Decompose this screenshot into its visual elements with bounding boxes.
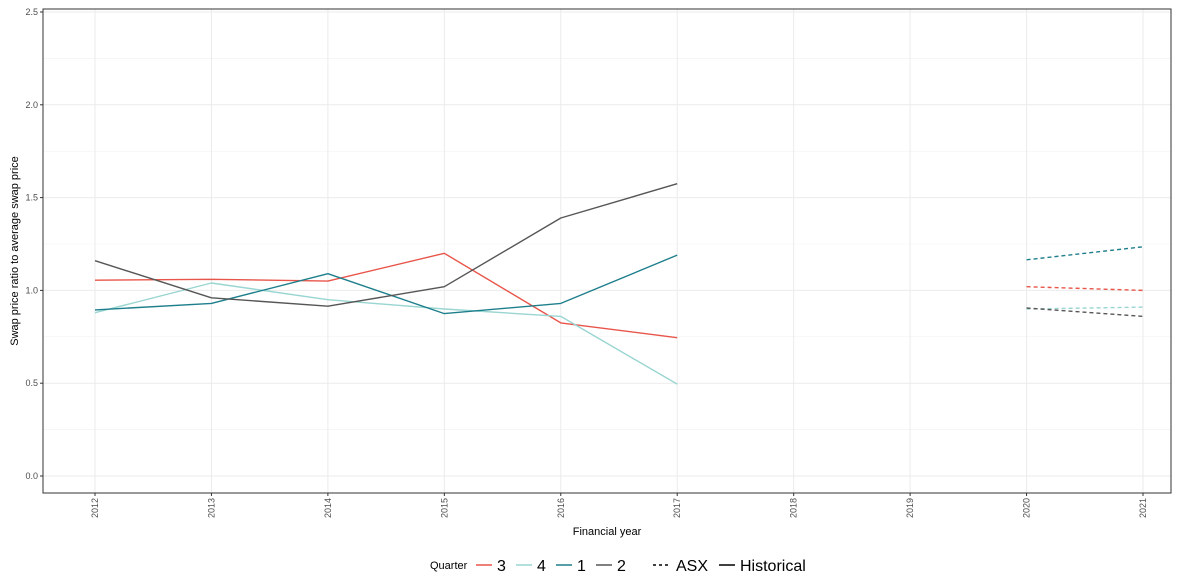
- legend-title: Quarter: [430, 560, 468, 572]
- y-tick-label: 0.5: [25, 378, 38, 388]
- minor-gridlines: [43, 58, 1171, 430]
- plot-border: [42, 8, 1172, 494]
- y-tick-label: 2.5: [25, 7, 38, 17]
- x-tick-label: 2012: [90, 498, 100, 518]
- y-tick-label: 0.0: [25, 471, 38, 481]
- legend-label-quarter-4: 4: [537, 558, 546, 575]
- legend-label-quarter-2: 2: [617, 558, 626, 575]
- x-tick-label: 2015: [439, 498, 449, 518]
- x-tick-label: 2019: [905, 498, 915, 518]
- series-line-quarter-3-historical: [94, 252, 678, 339]
- x-axis-ticks: 2012 2013 2014 2015 2016 2017 2018 2019 2020 2021: [90, 493, 1148, 518]
- series-line-quarter-3-asx: [1026, 286, 1144, 292]
- legend-label-quarter-1: 1: [577, 558, 586, 575]
- series-line-quarter-4-historical: [94, 282, 678, 385]
- y-axis-ticks: 0.0 0.5 1.0 1.5 2.0 2.5: [25, 7, 43, 481]
- series-line-quarter-2-asx: [1026, 307, 1144, 318]
- y-tick-label: 2.0: [25, 100, 38, 110]
- y-tick-label: 1.0: [25, 285, 38, 295]
- x-tick-label: 2014: [323, 498, 333, 518]
- x-tick-label: 2013: [206, 498, 216, 518]
- major-gridlines: [43, 9, 1171, 493]
- x-tick-label: 2020: [1022, 498, 1032, 518]
- y-tick-label: 1.5: [25, 193, 38, 203]
- legend: Quarter 3 4 1 2 ASX Historical: [430, 558, 806, 575]
- x-tick-label: 2016: [556, 498, 566, 518]
- series-line-quarter-1-asx: [1026, 246, 1144, 261]
- x-tick-label: 2017: [672, 498, 682, 518]
- series-layer: [94, 183, 1144, 385]
- legend-label-historical: Historical: [740, 558, 806, 575]
- series-line-quarter-2-historical: [94, 183, 678, 307]
- x-tick-label: 2018: [789, 498, 799, 518]
- plot-background: [43, 9, 1171, 493]
- x-axis-title: Financial year: [573, 526, 642, 538]
- series-line-quarter-1-historical: [94, 254, 678, 315]
- series-line-quarter-4-asx: [1026, 306, 1144, 310]
- y-axis-title: Swap price ratio to average swap price: [9, 156, 21, 346]
- legend-label-asx: ASX: [676, 558, 708, 575]
- legend-label-quarter-3: 3: [497, 558, 506, 575]
- x-tick-label: 2021: [1138, 498, 1148, 518]
